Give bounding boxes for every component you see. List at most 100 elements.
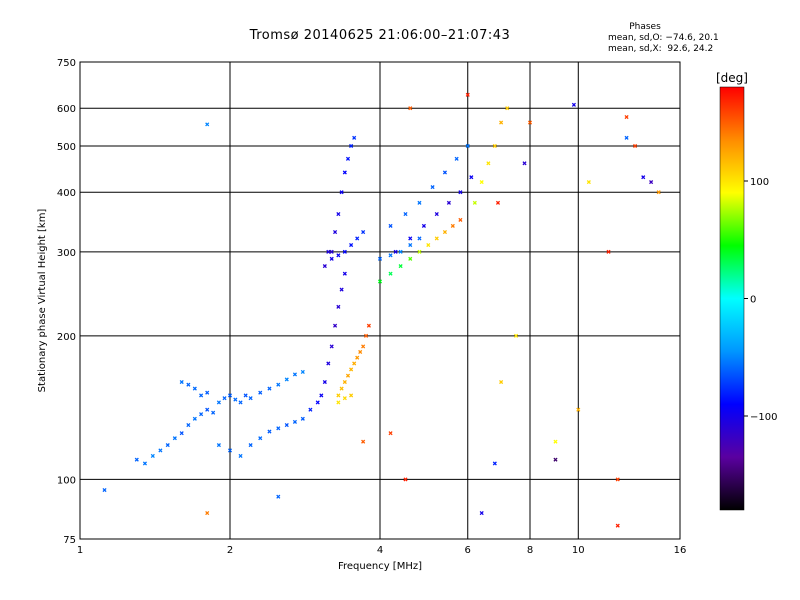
data-point — [284, 422, 289, 428]
y-axis-label: Stationary phase Virtual Height [km] — [37, 209, 48, 393]
data-point — [465, 143, 470, 149]
data-point — [408, 236, 413, 241]
data-point — [649, 180, 654, 185]
data-point — [349, 367, 354, 372]
data-point — [522, 161, 527, 166]
data-point — [267, 386, 272, 391]
data-point — [205, 122, 210, 127]
colorbar-ticks: 100 0 −100 — [744, 177, 777, 423]
data-point — [641, 175, 646, 180]
data-point — [336, 211, 341, 217]
ticks-layer: 1 2 4 6 8 10 16 75 100 200 300 400 500 600 750 — [57, 58, 686, 556]
data-point — [492, 461, 497, 466]
data-point — [339, 190, 344, 195]
y-tick-label: 750 — [57, 58, 76, 69]
data-point — [345, 373, 351, 378]
data-point — [417, 249, 422, 254]
data-point — [499, 379, 504, 385]
colorbar: [deg] 100 0 −100 — [716, 71, 777, 511]
data-point — [179, 379, 184, 385]
data-point — [430, 185, 435, 190]
x-tick-label: 8 — [527, 545, 533, 556]
y-tick-label: 100 — [57, 475, 76, 486]
data-point — [454, 156, 459, 161]
data-point — [227, 448, 233, 453]
data-point — [403, 477, 408, 482]
data-point — [349, 393, 354, 398]
colorbar-label: [deg] — [716, 71, 748, 85]
data-point — [615, 477, 620, 482]
data-point — [527, 120, 533, 125]
data-point — [434, 211, 439, 217]
data-point — [421, 223, 426, 228]
data-point — [258, 390, 263, 395]
data-point — [377, 256, 383, 261]
data-point — [615, 523, 620, 528]
data-point — [426, 242, 431, 248]
data-point — [134, 457, 139, 462]
data-point — [355, 355, 360, 360]
data-point — [342, 249, 347, 254]
data-point — [258, 436, 263, 441]
data-point — [398, 249, 403, 254]
data-point — [479, 511, 484, 516]
data-point — [322, 379, 327, 385]
data-point — [243, 393, 248, 398]
data-point — [505, 106, 510, 111]
x-tick-label: 1 — [77, 545, 83, 556]
data-point — [336, 400, 341, 405]
data-point — [349, 242, 354, 248]
data-point — [165, 443, 170, 448]
data-point — [326, 361, 331, 366]
data-point — [276, 494, 281, 499]
data-point — [227, 393, 233, 398]
data-point — [308, 407, 313, 412]
data-point — [205, 511, 210, 516]
x-tick-label: 4 — [377, 545, 383, 556]
x-tick-label: 2 — [227, 545, 233, 556]
data-point — [199, 412, 204, 417]
colorbar-tick-label: −100 — [750, 412, 777, 423]
y-tick-label: 500 — [57, 142, 76, 153]
data-point — [216, 443, 221, 448]
data-point — [345, 156, 351, 161]
data-point — [238, 400, 243, 405]
data-point — [624, 114, 629, 120]
data-point — [222, 396, 227, 401]
data-point — [315, 400, 320, 405]
x-tick-label: 6 — [465, 545, 471, 556]
data-point — [355, 236, 360, 241]
data-point — [352, 361, 357, 366]
data-point — [366, 323, 371, 328]
data-point — [329, 249, 334, 254]
data-point — [472, 200, 477, 205]
data-point — [446, 200, 451, 205]
data-point — [192, 416, 197, 421]
data-point — [186, 382, 191, 387]
y-tick-label: 75 — [63, 535, 76, 546]
data-point — [553, 457, 558, 462]
data-point — [403, 211, 408, 217]
colorbar-tick-label: 0 — [750, 295, 756, 306]
phase-stats-o: mean, sd,O: −74.6, 20.1 — [608, 33, 719, 43]
data-point — [492, 143, 497, 149]
data-point — [417, 236, 422, 241]
y-tick-label: 600 — [57, 104, 76, 115]
data-point — [656, 190, 661, 195]
colorbar-rect — [719, 86, 745, 511]
data-point — [292, 419, 298, 424]
x-tick-label: 10 — [572, 545, 585, 556]
data-point — [465, 92, 470, 97]
data-point — [571, 102, 576, 107]
data-point — [361, 344, 366, 349]
data-point — [363, 333, 369, 338]
data-point — [339, 287, 344, 292]
data-point — [300, 369, 305, 374]
data-point — [336, 253, 341, 258]
data-point — [624, 135, 629, 140]
data-point — [342, 379, 347, 385]
data-point — [319, 393, 324, 398]
data-point — [388, 223, 393, 228]
data-point — [142, 461, 148, 466]
